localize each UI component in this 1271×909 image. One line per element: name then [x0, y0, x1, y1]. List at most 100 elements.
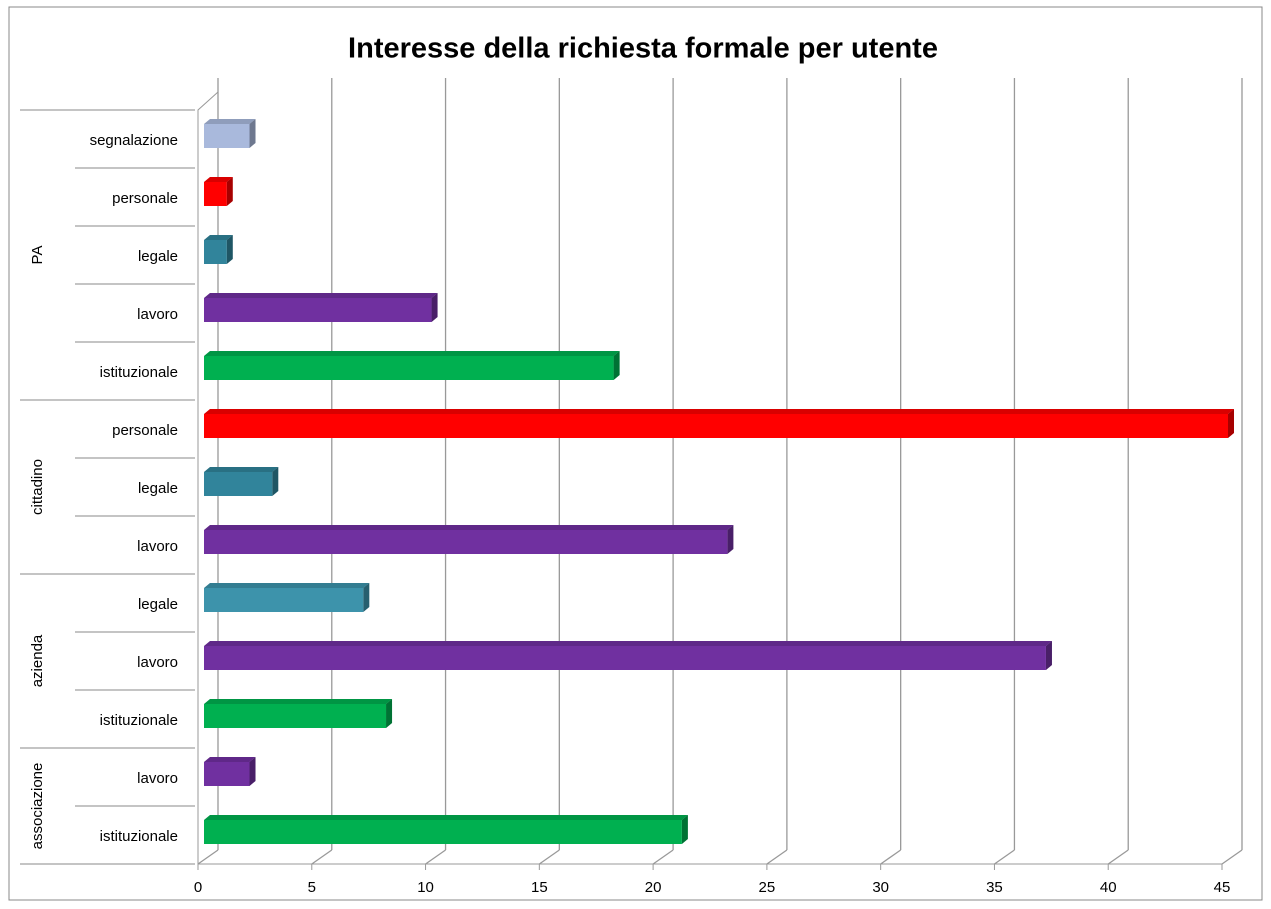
bar [204, 646, 1046, 670]
group-label: associazione [29, 763, 46, 850]
x-tick-label: 40 [1100, 879, 1117, 896]
floor-grid-line [197, 849, 219, 865]
bar-top [204, 409, 1234, 414]
bar-side-shade [226, 235, 233, 264]
y-tick-label: legale [138, 596, 178, 613]
bar-side-shade [681, 815, 688, 844]
y-tick-label: lavoro [137, 654, 178, 671]
bar-side [431, 293, 438, 322]
chart-border [8, 6, 1263, 901]
y-tick-label: personale [112, 422, 178, 439]
bar-side-shade [727, 525, 734, 554]
bar-side-shade [272, 467, 279, 496]
bar-side-shade [1228, 409, 1234, 438]
floor-grid-line [994, 849, 1015, 865]
bar-top [204, 815, 688, 820]
y-tick-label: legale [138, 480, 178, 497]
bar-top [204, 467, 279, 472]
group-label: azienda [29, 634, 46, 687]
bar [204, 762, 250, 786]
bar-top-shade [204, 641, 1052, 646]
bar-top-shade [204, 293, 438, 298]
y-tick-label: lavoro [137, 770, 178, 787]
y-tick-label: lavoro [137, 538, 178, 555]
bar-top-shade [204, 699, 393, 704]
x-tick-label: 10 [417, 879, 434, 896]
bar-side [1228, 409, 1234, 438]
y-tick-label: segnalazione [90, 132, 178, 149]
floor-grid-line [766, 849, 788, 865]
x-tick-label: 0 [194, 879, 202, 896]
chart-title: Interesse della richiesta formale per ut… [348, 33, 938, 65]
group-label: cittadino [29, 459, 46, 515]
bar-side-shade [249, 757, 256, 786]
bar-side [727, 525, 734, 554]
floor-grid-line [1107, 849, 1129, 865]
bar-top [204, 293, 438, 298]
bar-top [204, 757, 256, 762]
floor-grid-line [425, 849, 446, 865]
floor-grid-line [311, 849, 333, 865]
bar-side [249, 119, 256, 148]
x-tick-label: 20 [645, 879, 662, 896]
bar-top [204, 119, 256, 124]
y-tick-label: istituzionale [100, 712, 178, 729]
bar-top-shade [204, 583, 370, 588]
bar [204, 704, 387, 728]
y-tick-label: lavoro [137, 306, 178, 323]
bar-top [204, 641, 1052, 646]
bar-top [204, 177, 233, 182]
bar-top-shade [204, 235, 233, 240]
bar-top-shade [204, 815, 688, 820]
bar-side-shade [1045, 641, 1052, 670]
bar [204, 530, 728, 554]
bar [204, 820, 682, 844]
bar-side-shade [363, 583, 370, 612]
x-tick-label: 15 [531, 879, 548, 896]
bar-side-shade [249, 119, 256, 148]
bar-top-shade [204, 119, 256, 124]
bar-top-shade [204, 757, 256, 762]
floor-grid-line [880, 849, 902, 865]
bar [204, 588, 364, 612]
bar-top [204, 525, 734, 530]
x-tick-label: 30 [872, 879, 889, 896]
bar-side [386, 699, 393, 728]
bar-side [363, 583, 370, 612]
bar-side [272, 467, 279, 496]
bar-top-shade [204, 525, 734, 530]
bar-side-shade [386, 699, 393, 728]
bar-side [1045, 641, 1052, 670]
bar-top-shade [204, 351, 620, 356]
x-tick-label: 45 [1214, 879, 1231, 896]
floor-grid-line [538, 849, 560, 865]
y-tick-label: personale [112, 190, 178, 207]
bar-side [226, 235, 233, 264]
bar [204, 182, 227, 206]
y-tick-label: istituzionale [100, 828, 178, 845]
x-tick-label: 5 [308, 879, 316, 896]
y-tick-label: istituzionale [100, 364, 178, 381]
bar [204, 472, 273, 496]
floor-grid-line [1221, 849, 1243, 865]
bar-top-shade [204, 177, 233, 182]
bar-side [226, 177, 233, 206]
floor-grid-line [652, 849, 674, 865]
group-label: PA [29, 246, 46, 265]
bar-side [681, 815, 688, 844]
bar [204, 414, 1228, 438]
bar [204, 356, 614, 380]
bar-top-shade [204, 409, 1234, 414]
bar-top [204, 699, 393, 704]
y-tick-label: legale [138, 248, 178, 265]
bar [204, 298, 432, 322]
bar-top [204, 583, 370, 588]
bar-side-shade [613, 351, 620, 380]
bar-side [613, 351, 620, 380]
bar-top [204, 351, 620, 356]
bar [204, 124, 250, 148]
x-tick-label: 25 [759, 879, 776, 896]
bar-top [204, 235, 233, 240]
